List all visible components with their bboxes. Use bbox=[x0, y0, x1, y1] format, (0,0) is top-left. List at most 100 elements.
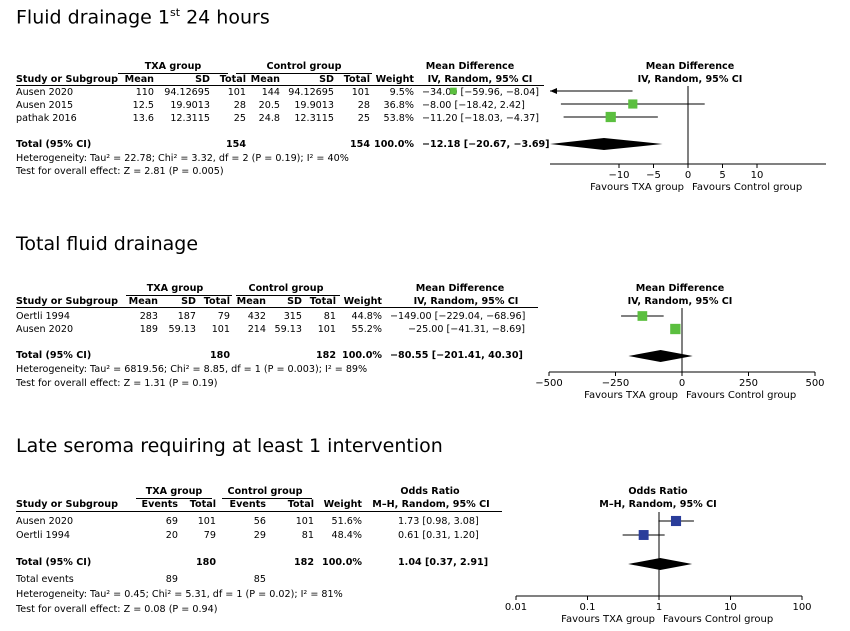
study-mean1: 189 bbox=[139, 324, 158, 335]
plot-col-ci: IV, Random, 95% CI bbox=[637, 74, 743, 85]
study-total1: 79 bbox=[203, 530, 216, 541]
forest-plot-1: −10 −5 0 5 10 Favours TXA group Favours Contro… bbox=[450, 86, 826, 193]
study-total2: 81 bbox=[301, 530, 314, 541]
x-tick-label: 5 bbox=[719, 170, 725, 181]
x-tick-label: −250 bbox=[602, 378, 629, 389]
study-weight: 51.6% bbox=[331, 516, 362, 527]
col-weight: Weight bbox=[343, 296, 382, 307]
total-ci: −80.55 [−201.41, 40.30] bbox=[390, 350, 523, 361]
header-rule bbox=[16, 85, 544, 86]
header-rule bbox=[16, 511, 502, 512]
study-ci: −8.00 [−18.42, 2.42] bbox=[422, 100, 525, 111]
col-weight: Weight bbox=[375, 74, 414, 85]
group1-header: TXA group bbox=[146, 283, 204, 294]
study-mean2: 432 bbox=[247, 311, 266, 322]
x-tick-label: 0 bbox=[679, 378, 685, 389]
study-events2: 56 bbox=[253, 516, 266, 527]
study-marker bbox=[670, 323, 681, 335]
total-events-label: Total events bbox=[16, 574, 74, 585]
total-ci: 1.04 [0.37, 2.91] bbox=[398, 557, 489, 568]
study-marker bbox=[670, 515, 682, 527]
x-tick-label: −5 bbox=[646, 170, 661, 181]
pooled-diamond bbox=[550, 138, 663, 150]
plot-effect-header: Mean Difference bbox=[645, 61, 735, 72]
col-sd1: SD bbox=[181, 296, 196, 307]
study-ci: −11.20 [−18.03, −4.37] bbox=[422, 113, 540, 124]
study-events1: 20 bbox=[165, 530, 178, 541]
group2-underline bbox=[236, 73, 372, 74]
study-mean1: 12.5 bbox=[132, 100, 154, 111]
col-total1: Total bbox=[219, 74, 246, 85]
group1-underline bbox=[126, 295, 232, 296]
total-weight: 100.0% bbox=[342, 350, 382, 361]
overall-effect: Test for overall effect: Z = 1.31 (P = 0… bbox=[16, 378, 218, 389]
forest-plot-2: −500 −250 0 250 500 Favours TXA group Favours … bbox=[535, 308, 825, 401]
study-total1: 25 bbox=[233, 113, 246, 124]
study-sd2: 19.9013 bbox=[294, 100, 334, 111]
total-n2: 182 bbox=[315, 350, 336, 361]
col-sd1: SD bbox=[195, 74, 210, 85]
study-ci: 1.73 [0.98, 3.08] bbox=[398, 516, 479, 527]
col-ci: M–H, Random, 95% CI bbox=[372, 499, 490, 510]
study-total2: 101 bbox=[351, 87, 370, 98]
study-sd2: 315 bbox=[283, 311, 302, 322]
forest-plot-3: 0.01 0.1 1 10 100 Favours TXA group Favours Co… bbox=[505, 512, 812, 625]
study-mean2: 144 bbox=[261, 87, 280, 98]
study-mean1: 13.6 bbox=[132, 113, 154, 124]
study-marker bbox=[628, 99, 638, 109]
study-ci: 0.61 [0.31, 1.20] bbox=[398, 530, 479, 541]
overall-effect: Test for overall effect: Z = 0.08 (P = 0… bbox=[16, 604, 218, 615]
study-sd1: 59.13 bbox=[168, 324, 196, 335]
study-sd1: 94.12695 bbox=[164, 87, 210, 98]
study-total1: 101 bbox=[211, 324, 230, 335]
group2-underline bbox=[236, 295, 340, 296]
study-sd2: 94.12695 bbox=[288, 87, 334, 98]
group2-header: Control group bbox=[248, 283, 324, 294]
study-weight: 48.4% bbox=[331, 530, 362, 541]
total-n1: 180 bbox=[195, 557, 216, 568]
x-tick-label: 1 bbox=[656, 602, 662, 613]
study-total1: 101 bbox=[227, 87, 246, 98]
study-mean2: 20.5 bbox=[258, 100, 280, 111]
study-marker bbox=[605, 111, 616, 123]
group2-underline bbox=[222, 498, 312, 499]
study-name: pathak 2016 bbox=[16, 113, 77, 124]
effect-header: Odds Ratio bbox=[400, 486, 460, 497]
x-tick-label: 500 bbox=[805, 378, 824, 389]
study-weight: 9.5% bbox=[389, 87, 414, 98]
study-mean2: 214 bbox=[247, 324, 266, 335]
x-tick-label: 250 bbox=[739, 378, 758, 389]
effect-header: Mean Difference bbox=[415, 283, 505, 294]
total-n2: 154 bbox=[349, 139, 370, 150]
col-total2: Total bbox=[309, 296, 336, 307]
total-weight: 100.0% bbox=[322, 557, 362, 568]
ci-arrow bbox=[550, 88, 557, 94]
plot-effect-header: Odds Ratio bbox=[628, 486, 688, 497]
study-sd1: 19.9013 bbox=[170, 100, 210, 111]
x-tick-label: −10 bbox=[608, 170, 629, 181]
study-total1: 79 bbox=[217, 311, 230, 322]
col-study: Study or Subgroup bbox=[16, 74, 118, 85]
x-tick-label: 0.01 bbox=[505, 602, 527, 613]
effect-header: Mean Difference bbox=[425, 61, 515, 72]
study-sd2: 12.3115 bbox=[294, 113, 334, 124]
study-mean1: 110 bbox=[135, 87, 154, 98]
col-total2: Total bbox=[343, 74, 370, 85]
study-marker bbox=[638, 530, 649, 540]
col-study: Study or Subgroup bbox=[16, 499, 118, 510]
x-tick-label: −500 bbox=[535, 378, 562, 389]
group1-underline bbox=[118, 73, 228, 74]
col-total2: Total bbox=[287, 499, 314, 510]
favours-right-label: Favours Control group bbox=[686, 390, 796, 401]
plot-col-ci: M–H, Random, 95% CI bbox=[599, 499, 717, 510]
total-events2: 85 bbox=[253, 574, 266, 585]
col-ci: IV, Random, 95% CI bbox=[413, 296, 519, 307]
col-sd2: SD bbox=[319, 74, 334, 85]
study-mean2: 24.8 bbox=[258, 113, 280, 124]
group2-header: Control group bbox=[227, 486, 303, 497]
col-sd2: SD bbox=[287, 296, 302, 307]
x-tick-label: 10 bbox=[751, 170, 764, 181]
study-name: Oertli 1994 bbox=[16, 311, 70, 322]
study-marker bbox=[450, 87, 457, 95]
total-ci: −12.18 [−20.67, −3.69] bbox=[422, 139, 550, 150]
